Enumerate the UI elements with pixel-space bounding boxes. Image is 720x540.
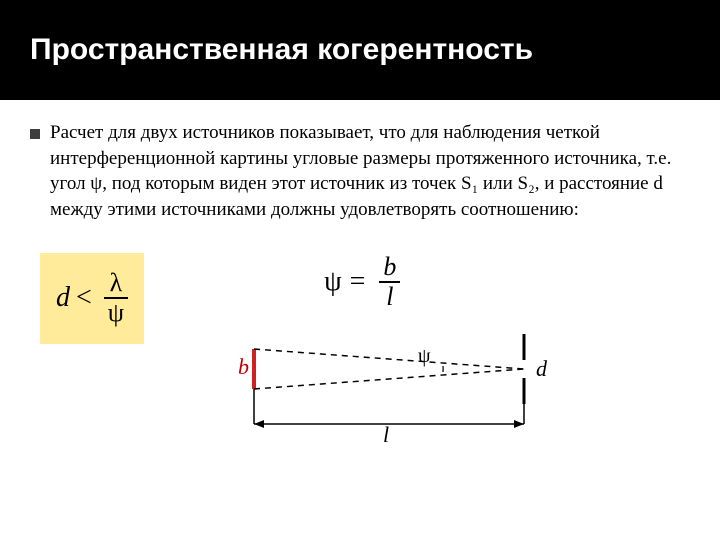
- arrowhead-left: [254, 420, 264, 428]
- label-l: l: [383, 422, 389, 447]
- right-figure-area: ψ = b l b: [204, 253, 690, 469]
- content-area: Расчет для двух источников показывает, ч…: [0, 100, 720, 489]
- arrowhead-right: [514, 420, 524, 428]
- label-b: b: [238, 354, 249, 379]
- optics-diagram: b ψ d l: [204, 324, 564, 464]
- ray-bot: [254, 369, 524, 389]
- bullet-icon: [30, 129, 40, 139]
- ray-top: [254, 349, 524, 369]
- psi-equation: ψ = b l: [324, 253, 690, 312]
- paragraph-text: Расчет для двух источников показывает, ч…: [50, 120, 690, 223]
- title-bar: Пространственная когерентность: [0, 0, 720, 100]
- formula2-lhs: ψ: [324, 266, 342, 298]
- label-d: d: [536, 356, 548, 381]
- formula1-fraction: λ ψ: [104, 269, 128, 328]
- formula1-den: ψ: [104, 299, 128, 328]
- formula1-lhs: d: [56, 282, 70, 314]
- label-psi: ψ: [418, 345, 431, 367]
- formula2-den: l: [382, 283, 397, 312]
- page-title: Пространственная когерентность: [30, 33, 533, 67]
- inequality-formula: d < λ ψ: [40, 253, 144, 344]
- figures-row: d < λ ψ ψ = b l: [30, 253, 690, 469]
- formula1-op: <: [76, 282, 92, 314]
- bullet-paragraph: Расчет для двух источников показывает, ч…: [30, 120, 690, 223]
- formula2-op: =: [350, 266, 366, 298]
- formula2-num: b: [379, 253, 400, 282]
- formula1-num: λ: [106, 269, 127, 298]
- formula2-fraction: b l: [379, 253, 400, 312]
